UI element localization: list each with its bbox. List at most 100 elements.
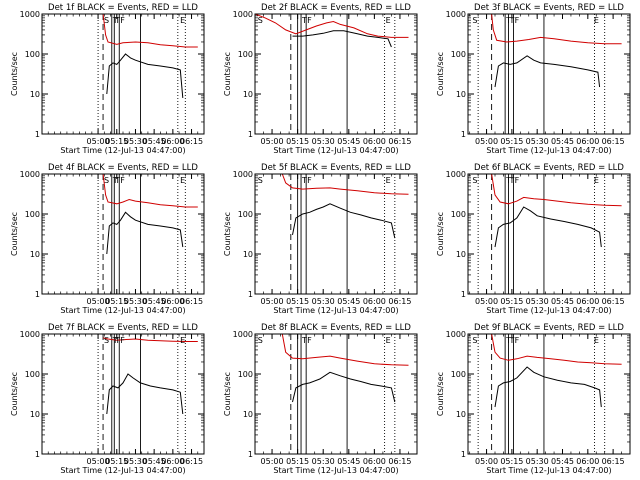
phase-marker-label: T bbox=[112, 16, 118, 25]
chart-panel-9: Det 9f BLACK = Events, RED = LLD S TT F E 1 10… bbox=[436, 323, 631, 475]
x-tick-label: 06:00 bbox=[576, 297, 599, 306]
x-axis-label: Start Time (12-Jul-13 04:47:00) bbox=[60, 466, 185, 475]
plot-frame bbox=[41, 333, 205, 455]
x-tick-label: 06:00 bbox=[161, 297, 184, 306]
x-tick-label: 06:15 bbox=[180, 137, 203, 146]
events-series-line bbox=[106, 373, 184, 415]
chart-panel-2: Det 2f BLACK = Events, RED = LLD S T F E 1 10 1… bbox=[223, 3, 418, 155]
y-tick-label: 1000 bbox=[20, 170, 40, 179]
y-tick-label: 100 bbox=[451, 370, 466, 379]
y-axis-label: Counts/sec bbox=[436, 212, 445, 256]
chart-title: Det 8f BLACK = Events, RED = LLD bbox=[261, 323, 411, 333]
y-tick-label: 1000 bbox=[233, 10, 253, 19]
x-tick-label: 05:45 bbox=[551, 297, 574, 306]
events-series-line bbox=[106, 211, 184, 255]
x-tick-label: 05:30 bbox=[124, 297, 147, 306]
events-series-line bbox=[494, 206, 602, 248]
phase-marker-label: E bbox=[386, 16, 391, 25]
lld-series-line bbox=[491, 334, 622, 365]
x-tick-label: 05:15 bbox=[105, 137, 128, 146]
x-tick-label: 06:15 bbox=[602, 457, 625, 466]
x-axis-label: Start Time (12-Jul-13 04:47:00) bbox=[486, 146, 611, 155]
events-series-line bbox=[106, 53, 184, 98]
chart-title: Det 2f BLACK = Events, RED = LLD bbox=[261, 3, 411, 13]
plot-frame bbox=[41, 13, 205, 135]
x-tick-label: 05:00 bbox=[87, 457, 110, 466]
x-tick-label: 05:15 bbox=[286, 457, 309, 466]
x-tick-label: 05:15 bbox=[286, 137, 309, 146]
events-series-line bbox=[494, 366, 602, 408]
lld-series-line bbox=[102, 14, 198, 48]
phase-marker-label: E bbox=[386, 176, 391, 185]
phase-marker-label: T bbox=[509, 336, 515, 345]
x-tick-label: 06:00 bbox=[363, 297, 386, 306]
phase-marker-label: T bbox=[301, 16, 307, 25]
x-tick-label: 05:30 bbox=[312, 457, 335, 466]
x-tick-label: 05:00 bbox=[261, 297, 284, 306]
y-tick-label: 1 bbox=[248, 450, 253, 459]
y-tick-label: 100 bbox=[25, 50, 40, 59]
y-axis-label: Counts/sec bbox=[436, 372, 445, 416]
phase-marker-label: S bbox=[104, 16, 109, 25]
plot-frame bbox=[41, 173, 205, 295]
x-tick-label: 05:15 bbox=[500, 137, 523, 146]
chart-title: Det 4f BLACK = Events, RED = LLD bbox=[48, 163, 198, 173]
x-tick-label: 05:45 bbox=[143, 297, 166, 306]
phase-marker-label: T bbox=[509, 16, 515, 25]
plot-frame bbox=[254, 173, 418, 295]
y-tick-label: 1 bbox=[35, 130, 40, 139]
x-axis-label: Start Time (12-Jul-13 04:47:00) bbox=[486, 466, 611, 475]
phase-marker-label: S bbox=[472, 336, 477, 345]
y-tick-label: 10 bbox=[456, 250, 466, 259]
x-tick-label: 05:15 bbox=[500, 297, 523, 306]
y-tick-label: 10 bbox=[243, 90, 253, 99]
phase-marker-label: S bbox=[104, 176, 109, 185]
x-tick-label: 05:00 bbox=[261, 137, 284, 146]
y-tick-label: 10 bbox=[30, 250, 40, 259]
phase-marker-label: T bbox=[112, 176, 118, 185]
phase-marker-label: E bbox=[594, 16, 599, 25]
x-axis-label: Start Time (12-Jul-13 04:47:00) bbox=[486, 306, 611, 315]
x-axis-label: Start Time (12-Jul-13 04:47:00) bbox=[273, 146, 398, 155]
x-tick-label: 05:00 bbox=[261, 457, 284, 466]
x-tick-label: 06:00 bbox=[363, 457, 386, 466]
phase-marker-label: F bbox=[515, 336, 520, 345]
y-tick-label: 1 bbox=[35, 290, 40, 299]
events-series-line bbox=[292, 371, 396, 403]
x-tick-label: 05:45 bbox=[551, 137, 574, 146]
chart-panel-3: Det 3f BLACK = Events, RED = LLD S TT F E 1 10… bbox=[436, 3, 631, 155]
y-tick-label: 1000 bbox=[20, 330, 40, 339]
x-tick-label: 06:00 bbox=[363, 137, 386, 146]
y-tick-label: 1 bbox=[35, 450, 40, 459]
y-axis-label: Counts/sec bbox=[10, 52, 19, 96]
x-tick-label: 05:00 bbox=[87, 297, 110, 306]
y-tick-label: 10 bbox=[243, 410, 253, 419]
y-axis-label: Counts/sec bbox=[10, 372, 19, 416]
x-axis-label: Start Time (12-Jul-13 04:47:00) bbox=[60, 146, 185, 155]
events-series-line bbox=[292, 30, 392, 48]
y-axis-label: Counts/sec bbox=[223, 372, 232, 416]
phase-marker-label: T bbox=[301, 176, 307, 185]
chart-title: Det 5f BLACK = Events, RED = LLD bbox=[261, 163, 411, 173]
y-tick-label: 100 bbox=[25, 210, 40, 219]
x-tick-label: 06:00 bbox=[161, 137, 184, 146]
phase-marker-label: E bbox=[180, 336, 185, 345]
plot-frame bbox=[467, 13, 631, 135]
phase-marker-label: S bbox=[258, 176, 263, 185]
lld-series-line bbox=[102, 174, 198, 208]
y-tick-label: 10 bbox=[30, 410, 40, 419]
x-tick-label: 05:00 bbox=[475, 457, 498, 466]
plot-frame bbox=[467, 173, 631, 295]
phase-marker-label: F bbox=[120, 336, 125, 345]
phase-marker-label: S bbox=[258, 336, 263, 345]
phase-marker-label: S bbox=[472, 16, 477, 25]
x-tick-label: 05:45 bbox=[337, 137, 360, 146]
lld-series-line bbox=[255, 14, 409, 38]
y-tick-label: 100 bbox=[25, 370, 40, 379]
x-tick-label: 05:45 bbox=[143, 137, 166, 146]
events-series-line bbox=[292, 203, 396, 239]
x-tick-label: 06:15 bbox=[388, 137, 411, 146]
